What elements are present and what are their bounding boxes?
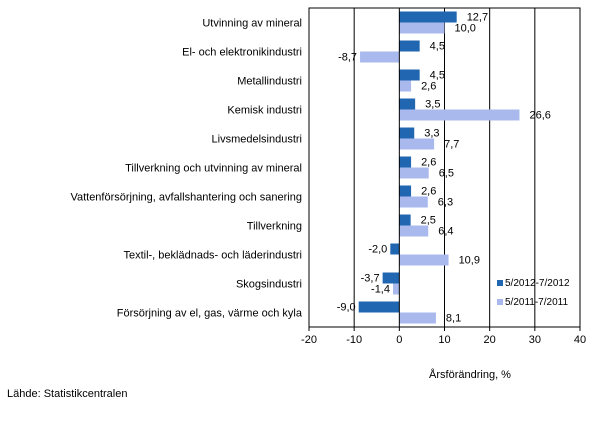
data-label: -1,4 xyxy=(371,284,390,296)
bar xyxy=(399,185,412,197)
category-labels: Utvinning av mineral El- och elektronikin… xyxy=(70,18,302,320)
category-label: Vattenförsörjning, avfallshantering och … xyxy=(70,192,302,204)
x-tick-label: 20 xyxy=(484,334,496,346)
x-tick-label: -20 xyxy=(301,334,317,346)
bar xyxy=(399,109,520,121)
x-axis-title: Årsförändring, % xyxy=(429,368,511,381)
bar xyxy=(360,51,400,63)
data-label: 7,7 xyxy=(444,139,459,151)
bar xyxy=(399,156,412,168)
data-label: 3,5 xyxy=(425,99,440,111)
bar xyxy=(382,272,400,284)
bar xyxy=(399,98,416,110)
x-tick-label: 10 xyxy=(438,334,450,346)
legend-swatch xyxy=(497,299,503,305)
category-label: Livsmedelsindustri xyxy=(212,134,302,146)
axes xyxy=(308,7,581,331)
legend-label: 5/2012-7/2012 xyxy=(505,278,570,289)
data-label: 6,3 xyxy=(438,197,453,209)
category-label: Kemisk industri xyxy=(227,105,302,117)
data-label: 10,0 xyxy=(455,23,476,35)
x-tick-label: -10 xyxy=(346,334,362,346)
category-label: Tillverkning och utvinning av mineral xyxy=(125,163,302,175)
data-label: 6,4 xyxy=(438,226,453,238)
category-label: Försörjning av el, gas, värme och kyla xyxy=(117,308,303,320)
data-label: 2,5 xyxy=(421,215,436,227)
data-label: -9,0 xyxy=(337,302,356,314)
x-tick-label: 0 xyxy=(396,334,402,346)
bar xyxy=(399,11,457,23)
category-label: Utvinning av mineral xyxy=(202,18,302,30)
data-label: 3,3 xyxy=(424,128,439,140)
category-label: El- och elektronikindustri xyxy=(182,47,302,59)
bar xyxy=(399,196,428,208)
data-label: -3,7 xyxy=(361,273,380,285)
data-label: 4,5 xyxy=(430,41,445,53)
category-label: Textil-, beklädnads- och läderindustri xyxy=(123,250,302,262)
x-tick-label: 40 xyxy=(574,334,586,346)
bar xyxy=(399,167,429,179)
data-label: -8,7 xyxy=(338,52,357,64)
category-label: Skogsindustri xyxy=(236,279,302,291)
bar xyxy=(399,127,415,139)
bar xyxy=(393,283,400,295)
legend-label: 5/2011-7/2011 xyxy=(505,297,568,308)
data-label: 2,6 xyxy=(421,157,436,169)
bar xyxy=(399,225,429,237)
bar xyxy=(399,214,411,226)
data-label: 6,5 xyxy=(439,168,454,180)
source-note: Lähde: Statistikcentralen xyxy=(7,388,128,400)
data-label: 4,5 xyxy=(430,70,445,82)
tick-labels: -20 -10 0 10 20 30 40 xyxy=(301,334,586,346)
category-label: Tillverkning xyxy=(247,221,302,233)
bar xyxy=(399,312,436,324)
data-label: 10,9 xyxy=(459,255,480,267)
data-label: 12,7 xyxy=(467,12,488,24)
bar xyxy=(399,22,445,34)
bar xyxy=(399,80,412,92)
x-tick-label: 30 xyxy=(529,334,541,346)
grid-lines xyxy=(353,8,536,327)
bar xyxy=(390,243,400,255)
legend-swatch xyxy=(497,280,503,286)
data-label: -2,0 xyxy=(368,244,387,256)
bar xyxy=(399,254,449,266)
data-labels: 12,710,04,5-8,74,52,63,526,63,37,72,66,5… xyxy=(337,12,551,325)
data-label: 2,6 xyxy=(421,81,436,93)
data-label: 2,6 xyxy=(421,186,436,198)
legend: 5/2012-7/2012 5/2011-7/2011 xyxy=(497,278,570,308)
bar xyxy=(399,69,420,81)
category-label: Metallindustri xyxy=(237,76,302,88)
data-label: 26,6 xyxy=(529,110,550,122)
bars xyxy=(358,11,520,324)
data-label: 8,1 xyxy=(446,313,461,325)
bar xyxy=(399,138,435,150)
bar xyxy=(399,40,420,52)
bar xyxy=(358,301,400,313)
